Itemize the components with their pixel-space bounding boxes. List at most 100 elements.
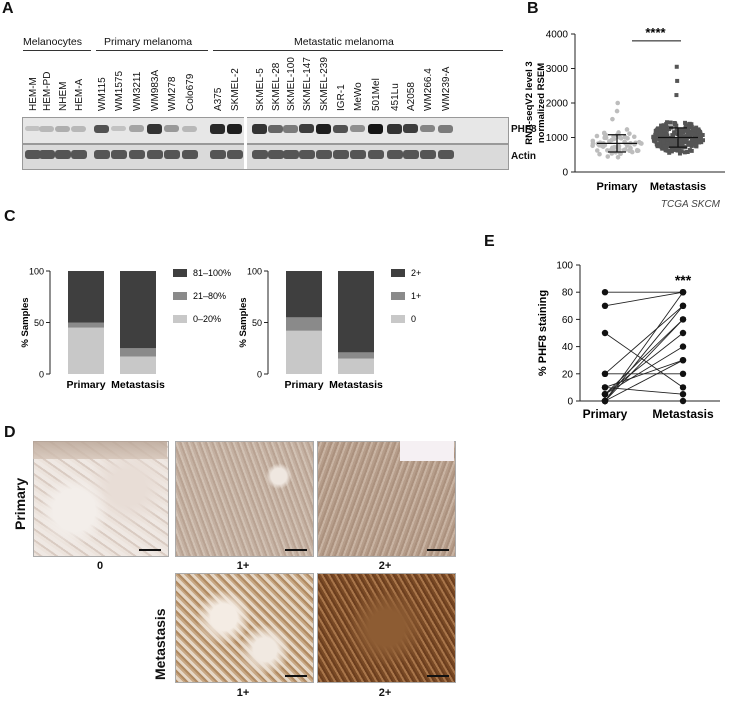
- y-tick-label: 0: [562, 168, 568, 179]
- group-line-metastatic: [213, 50, 503, 51]
- phf8-band: [25, 125, 40, 132]
- actin-band: [333, 150, 349, 159]
- data-point: [683, 139, 688, 144]
- stacked-bar-segment: [286, 317, 322, 331]
- pair-line: [604, 291, 684, 307]
- data-point: [627, 131, 632, 136]
- source-label: TCGA SKCM: [661, 199, 721, 210]
- actin-band: [182, 150, 198, 159]
- actin-band: [210, 150, 226, 159]
- data-point: [677, 151, 682, 156]
- score-primary-1plus: 1+: [236, 560, 250, 572]
- x-tick-label: Primary: [66, 379, 105, 391]
- data-point: [651, 137, 656, 142]
- data-point: [694, 125, 699, 130]
- data-point: [662, 128, 667, 133]
- data-point: [657, 144, 662, 149]
- data-point: [668, 137, 673, 142]
- legend-label: 0–20%: [193, 314, 221, 324]
- data-point: [675, 78, 680, 83]
- data-point: [636, 139, 642, 145]
- panel-b-chart: 0 1000 2000 3000 4000 RNA-seqV2 level 3 normal…: [524, 25, 725, 210]
- stacked-bar-segment: [120, 348, 156, 357]
- data-point: [698, 131, 703, 136]
- phf8-band: [268, 124, 283, 133]
- data-point: [658, 132, 663, 137]
- y-tick-label: 0: [39, 370, 44, 380]
- x-tick-label: Metastasis: [111, 379, 165, 391]
- score-primary-2plus: 2+: [378, 560, 392, 572]
- stacked-bar-segment: [68, 322, 104, 328]
- legend-swatch: [173, 315, 187, 323]
- group-metastatic: Metastatic melanoma: [294, 36, 394, 48]
- actin-band: [420, 150, 436, 159]
- group-melanocytes: Melanocytes: [23, 36, 82, 48]
- legend-label: 0: [411, 314, 416, 324]
- group-primary: Primary melanoma: [104, 36, 193, 48]
- phf8-band: [316, 124, 331, 134]
- data-point: [694, 140, 699, 145]
- data-point: [665, 141, 670, 146]
- legend-swatch: [173, 269, 187, 277]
- data-point: [687, 148, 692, 153]
- lane-label: WM278: [167, 76, 178, 111]
- data-point: [685, 149, 690, 154]
- data-point: [686, 142, 691, 147]
- data-point: [683, 122, 688, 127]
- scalebar-primary-2plus: [427, 549, 449, 551]
- phf8-band: [111, 125, 126, 132]
- actin-band: [94, 150, 110, 159]
- phf8-band: [283, 125, 298, 133]
- data-point: [677, 140, 682, 145]
- lane-label: SKMEL-2: [230, 68, 241, 111]
- data-point: [679, 302, 687, 309]
- data-point: [597, 151, 602, 157]
- data-point: [601, 391, 609, 398]
- lane-label: WM266.4: [423, 68, 434, 111]
- legend-swatch: [391, 269, 405, 277]
- y-axis-label: normalized RSEM: [536, 63, 547, 143]
- data-point: [655, 144, 660, 149]
- pair-line: [604, 359, 684, 402]
- significance-label: ***: [675, 272, 692, 288]
- blot-gap: [244, 117, 247, 169]
- phf8-band: [368, 124, 383, 134]
- score-primary-0: 0: [96, 560, 104, 572]
- lane-label: SKMEL-28: [271, 62, 282, 111]
- data-point: [601, 370, 609, 377]
- panel-c-letter: C: [4, 208, 16, 225]
- panel-c-right-chart: 0 50 100 % Samples Primary Metastasis 2+ 1+ 0: [238, 267, 421, 392]
- y-tick-label: 2000: [546, 99, 569, 110]
- phf8-band: [252, 124, 267, 134]
- data-point: [685, 128, 690, 133]
- data-point: [624, 127, 630, 132]
- actin-band: [387, 150, 403, 159]
- data-point: [677, 134, 682, 139]
- x-tick-label: Metastasis: [652, 407, 714, 421]
- data-point: [603, 135, 609, 141]
- data-point: [659, 141, 664, 146]
- legend-swatch: [391, 292, 405, 300]
- data-point: [663, 148, 668, 153]
- stacked-bar-segment: [68, 271, 104, 323]
- data-point: [621, 147, 627, 153]
- data-point: [661, 125, 666, 130]
- lane-label: SKMEL-147: [302, 57, 313, 111]
- data-point: [674, 127, 679, 132]
- y-tick-label: 3000: [546, 64, 569, 75]
- y-axis-label: % Samples: [20, 297, 31, 347]
- data-point: [700, 133, 705, 138]
- phf8-band: [147, 124, 162, 134]
- row-label-primary: Primary: [12, 477, 28, 530]
- phf8-band: [129, 125, 144, 132]
- actin-band: [299, 150, 315, 159]
- panel-b-letter: B: [527, 0, 539, 17]
- group-line-melanocytes: [23, 50, 91, 51]
- panel-e-chart: 0 20 40 60 80 100 % PHF8 staining *** Primary Met…: [537, 261, 720, 421]
- pair-line: [604, 305, 684, 402]
- phf8-band: [94, 124, 109, 134]
- data-point: [618, 135, 624, 141]
- score-metastasis-2plus: 2+: [378, 687, 392, 699]
- data-point: [661, 123, 666, 128]
- y-axis-label: % PHF8 staining: [537, 290, 549, 376]
